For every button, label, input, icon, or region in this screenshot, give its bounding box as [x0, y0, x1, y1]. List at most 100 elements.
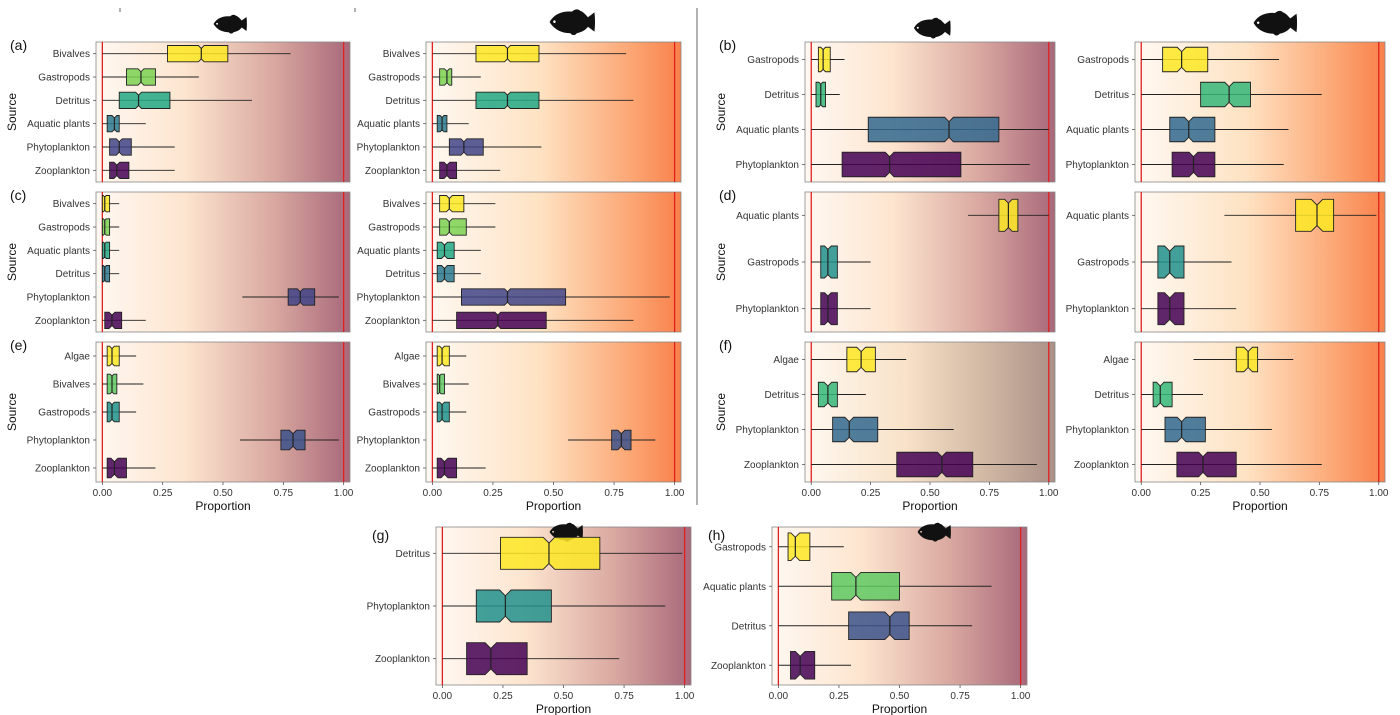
panel-background — [426, 342, 681, 482]
panel-frame — [425, 41, 682, 183]
category-label: Zooplankton — [35, 166, 90, 177]
box-gastropods — [820, 245, 838, 279]
panel-background — [1135, 342, 1385, 482]
box-bivalves — [439, 195, 465, 213]
panel-letter: (e) — [10, 337, 27, 353]
panel-frame — [95, 41, 351, 183]
x-tick-label: 1.00 — [1039, 488, 1059, 499]
panel-background — [96, 192, 350, 332]
box-gastropods — [106, 401, 120, 423]
box-phytoplankton — [460, 288, 567, 306]
box-zooplankton — [109, 161, 130, 179]
x-axis-title: Proportion — [1232, 499, 1287, 513]
panel-d: (d) Source Aquatic plants Gastropods Phytopl… — [714, 187, 1056, 333]
fish-silhouette-icon — [913, 17, 951, 39]
panel-e: (e) Source Algae Bivalves Gastropods Phytopla… — [5, 337, 354, 513]
panel-frame — [425, 191, 682, 333]
box-bivalves — [167, 45, 229, 63]
panel-f2: Algae Detritus Phytoplankton Zooplankton 0.0… — [1066, 341, 1389, 513]
box-aquatic-plants — [106, 115, 120, 133]
category-label: Detritus — [732, 621, 766, 632]
category-label: Detritus — [386, 269, 420, 280]
x-tick-label: 0.25 — [861, 488, 881, 499]
category-label: Phytoplankton — [357, 293, 420, 304]
box-zooplankton — [104, 311, 123, 329]
category-label: Bivalves — [383, 199, 420, 210]
box-aquatic-plants — [436, 241, 455, 259]
x-tick-label: 0.50 — [544, 488, 564, 499]
category-label: Aquatic plants — [357, 119, 420, 130]
category-label: Detritus — [1095, 90, 1129, 101]
category-label: Phytoplankton — [27, 143, 90, 154]
box-zooplankton — [439, 161, 458, 179]
box-phytoplankton — [287, 288, 316, 306]
category-label: Bivalves — [53, 49, 90, 60]
box-gastropods — [1157, 245, 1185, 279]
panel-a: (a) Source Bivalves Gastropods Detritus Aquat… — [5, 14, 351, 183]
panel-background — [96, 342, 350, 482]
panel-a2: Bivalves Gastropods Detritus Aquatic plants… — [357, 9, 682, 183]
box-zooplankton — [466, 642, 528, 676]
box-phytoplankton — [832, 416, 879, 443]
panel-letter: (c) — [10, 187, 26, 203]
category-label: Phytoplankton — [27, 293, 90, 304]
x-tick-label: 0.50 — [890, 691, 910, 702]
panel-h: (h)Gastropods Aquatic plants Detritus Zoopl… — [703, 522, 1031, 715]
category-label: Gastropods — [714, 542, 766, 553]
x-axis-title: Proportion — [872, 702, 927, 715]
x-tick-label: 0.50 — [1250, 488, 1270, 499]
category-label: Bivalves — [53, 199, 90, 210]
box-detritus — [118, 91, 171, 109]
category-label: Aquatic plants — [703, 582, 766, 593]
category-label: Gastropods — [368, 223, 420, 234]
x-tick-label: 0.50 — [554, 691, 574, 702]
category-label: Gastropods — [38, 223, 90, 234]
category-label: Aquatic plants — [736, 211, 799, 222]
box-phytoplankton — [1157, 292, 1185, 326]
category-label: Phytoplankton — [736, 425, 799, 436]
box-phytoplankton — [109, 138, 132, 156]
box-zooplankton — [106, 457, 127, 479]
category-label: Detritus — [386, 96, 420, 107]
x-tick-label: 1.00 — [334, 488, 354, 499]
x-tick-label: 0.00 — [802, 488, 822, 499]
box-detritus — [848, 611, 910, 641]
category-label: Algae — [394, 352, 420, 363]
category-label: Detritus — [1095, 390, 1129, 401]
x-tick-label: 0.75 — [604, 488, 624, 499]
y-axis-title: Source — [714, 93, 728, 131]
panel-letter: (d) — [719, 187, 736, 203]
panels-layer: (a) Source Bivalves Gastropods Detritus Aquat… — [5, 8, 1389, 715]
box-zooplankton — [790, 650, 816, 680]
box-zooplankton — [436, 457, 458, 479]
box-algae — [436, 345, 450, 367]
category-label: Aquatic plants — [27, 119, 90, 130]
panel-letter: (g) — [372, 527, 389, 543]
box-algae — [1235, 346, 1259, 373]
x-tick-label: 0.00 — [769, 691, 789, 702]
box-zooplankton — [456, 311, 547, 329]
x-tick-label: 1.00 — [1011, 691, 1031, 702]
box-gastropods — [439, 68, 453, 86]
category-label: Phytoplankton — [736, 160, 799, 171]
category-label: Zooplankton — [375, 654, 430, 665]
category-label: Aquatic plants — [27, 246, 90, 257]
category-label: Phytoplankton — [357, 436, 420, 447]
category-label: Aquatic plants — [357, 246, 420, 257]
box-gastropods — [1162, 46, 1209, 73]
panel-b2: Gastropods Detritus Aquatic plants Phytopla… — [1066, 10, 1386, 183]
box-aquatic-plants — [867, 116, 1000, 143]
fish-silhouette-icon — [549, 9, 595, 35]
x-tick-label: 0.00 — [1132, 488, 1152, 499]
box-phytoplankton — [475, 589, 552, 623]
category-label: Phytoplankton — [1066, 304, 1129, 315]
x-tick-label: 0.50 — [213, 488, 233, 499]
box-gastropods — [101, 218, 111, 236]
x-tick-label: 1.00 — [675, 691, 695, 702]
category-label: Phytoplankton — [736, 304, 799, 315]
category-label: Zooplankton — [365, 316, 420, 327]
category-label: Detritus — [56, 96, 90, 107]
box-phytoplankton — [1164, 416, 1206, 443]
category-label: Detritus — [396, 549, 430, 560]
category-label: Gastropods — [38, 73, 90, 84]
